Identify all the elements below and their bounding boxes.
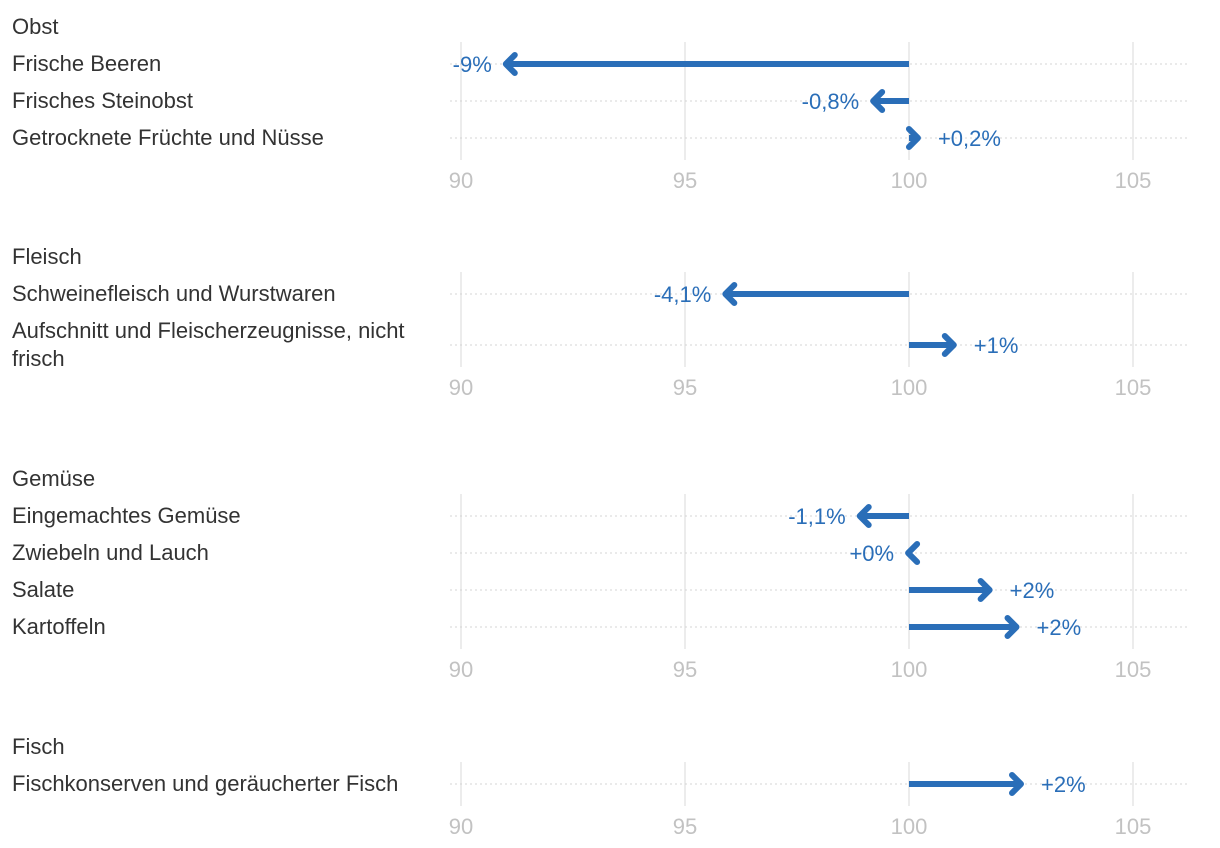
data-label: -9% — [453, 52, 492, 77]
x-tick-label: 105 — [1115, 657, 1152, 682]
x-tick-label: 90 — [449, 168, 473, 193]
data-label: +2% — [1037, 615, 1082, 640]
arrow-head — [722, 282, 738, 306]
group-title: Obst — [12, 14, 58, 39]
row-label: Kartoffeln — [12, 614, 106, 639]
x-tick-label: 95 — [673, 657, 697, 682]
data-label: +2% — [1041, 772, 1086, 797]
arrow-head — [905, 126, 921, 150]
row-label: Eingemachtes Gemüse — [12, 503, 241, 528]
data-label: +0,2% — [938, 126, 1001, 151]
x-tick-label: 90 — [449, 375, 473, 400]
arrow-head — [1009, 772, 1024, 796]
x-tick-label: 100 — [891, 657, 928, 682]
data-label: -1,1% — [788, 504, 845, 529]
row-label: Zwiebeln und Lauch — [12, 540, 209, 565]
x-tick-label: 95 — [673, 814, 697, 839]
data-label: -4,1% — [654, 282, 711, 307]
row-label: Frische Beeren — [12, 51, 161, 76]
data-label: +0% — [849, 541, 894, 566]
row-label: Salate — [12, 577, 74, 602]
arrow-head — [856, 504, 872, 528]
x-tick-label: 95 — [673, 168, 697, 193]
x-tick-label: 90 — [449, 814, 473, 839]
x-tick-label: 100 — [891, 375, 928, 400]
x-tick-label: 105 — [1115, 814, 1152, 839]
arrow-head — [941, 333, 957, 357]
row-label: Getrocknete Früchte und Nüsse — [12, 125, 324, 150]
row-label: Schweinefleisch und Wurstwaren — [12, 281, 336, 306]
x-tick-label: 95 — [673, 375, 697, 400]
row-label: Fischkonserven und geräucherter Fisch — [12, 771, 398, 796]
data-label: +2% — [1010, 578, 1055, 603]
arrow-head — [870, 89, 886, 113]
row-label: Frisches Steinobst — [12, 88, 193, 113]
arrow-head — [977, 578, 993, 602]
x-tick-label: 100 — [891, 814, 928, 839]
x-tick-label: 90 — [449, 657, 473, 682]
arrow-head — [1004, 615, 1020, 639]
x-tick-label: 100 — [891, 168, 928, 193]
data-label: +1% — [974, 333, 1019, 358]
x-tick-label: 105 — [1115, 168, 1152, 193]
group-title: Fisch — [12, 734, 65, 759]
row-label: Aufschnitt und Fleischerzeugnisse, nicht… — [12, 318, 405, 371]
arrow-head — [905, 541, 921, 565]
group-title: Fleisch — [12, 244, 82, 269]
arrow-head — [502, 52, 518, 76]
data-label: -0,8% — [802, 89, 859, 114]
x-tick-label: 105 — [1115, 375, 1152, 400]
group-title: Gemüse — [12, 466, 95, 491]
